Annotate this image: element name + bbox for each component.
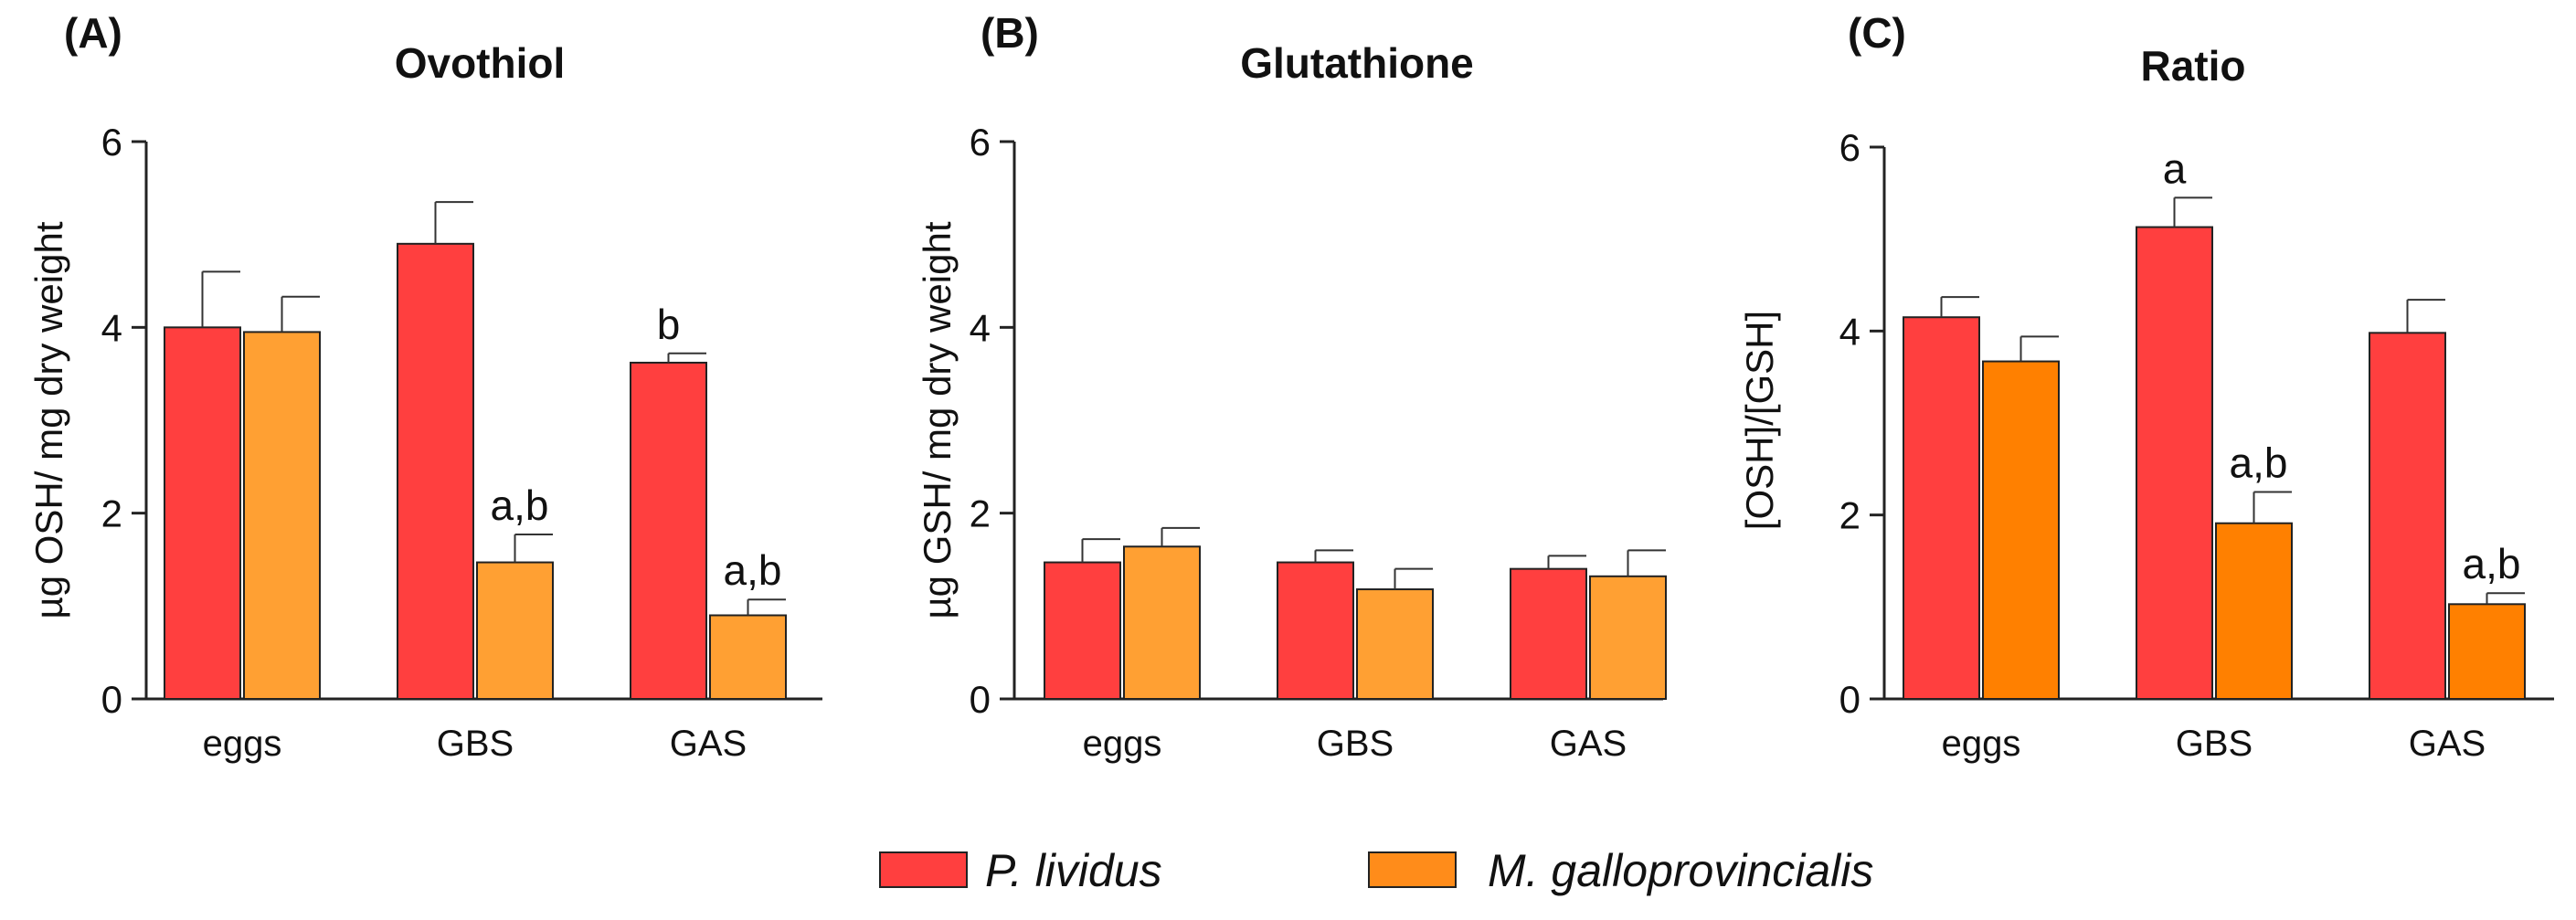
y-tick-label: 4: [970, 306, 991, 349]
y-tick-label: 6: [970, 121, 991, 164]
y-tick-label: 4: [1839, 310, 1860, 353]
x-tick-label: GAS: [1550, 724, 1627, 764]
bar-gbs-p-lividus: [397, 242, 474, 700]
bar-eggs-p-lividus: [1044, 561, 1121, 700]
x-tick-label: GBS: [437, 724, 514, 764]
y-tick-label: 0: [970, 678, 991, 721]
y-axis-label: [OSH]/[GSH]: [1738, 311, 1781, 530]
y-tick-label: 6: [1839, 126, 1860, 169]
y-tick-label: 2: [1839, 494, 1860, 537]
bar-eggs-m-galloprovincialis: [1123, 545, 1201, 700]
bar-eggs-m-galloprovincialis: [1982, 360, 2060, 700]
chart-panel-1: (A) Ovothiol 0 2 4 6 µg OSH/ mg dry weight eggs…: [27, 9, 822, 764]
bar-eggs-p-lividus: [164, 326, 241, 700]
bar-gbs-p-lividus: [1277, 561, 1354, 700]
bar-gas-p-lividus: [1510, 567, 1587, 701]
y-tick-label: 0: [101, 678, 122, 721]
y-tick-label: 2: [970, 492, 991, 535]
x-tick-label: GBS: [1317, 724, 1394, 764]
legend-label: P. lividus: [985, 845, 1162, 896]
panel-title: Ratio: [2141, 42, 2246, 90]
significance-label: a: [2163, 144, 2187, 192]
legend-label: M. galloprovincialis: [1488, 845, 1873, 896]
bar-gbs-m-galloprovincialis: [2215, 522, 2293, 701]
legend-swatch: [879, 851, 968, 888]
x-tick-label: eggs: [1083, 724, 1162, 764]
panel-title: Glutathione: [1240, 39, 1474, 87]
significance-label: a,b: [2230, 439, 2288, 487]
significance-label: b: [657, 301, 681, 348]
y-tick-label: 2: [101, 492, 122, 535]
y-axis-label: µg OSH/ mg dry weight: [27, 221, 70, 619]
chart-panel-3: (C) Ratio 0 2 4 6 [OSH]/[GSH] eggs a a,b GBS a,b GAS: [1738, 9, 2554, 764]
bar-gas-m-galloprovincialis: [2448, 603, 2526, 701]
x-tick-label: GAS: [2409, 724, 2486, 764]
panel-label: (C): [1848, 9, 1906, 57]
legend: P. lividus M. galloprovincialis: [879, 845, 1873, 896]
bar-gbs-p-lividus: [2136, 226, 2213, 700]
y-tick-label: 4: [101, 306, 122, 349]
significance-label: a,b: [724, 546, 782, 594]
significance-label: a,b: [2463, 540, 2521, 587]
significance-label: a,b: [491, 481, 549, 529]
panel-label: (B): [981, 9, 1039, 57]
x-tick-label: eggs: [1942, 724, 2021, 764]
bar-eggs-p-lividus: [1903, 316, 1980, 700]
bar-gas-m-galloprovincialis: [1589, 575, 1667, 700]
panel-title: Ovothiol: [395, 39, 566, 87]
y-tick-label: 6: [101, 121, 122, 164]
x-tick-label: GBS: [2176, 724, 2253, 764]
bar-gas-p-lividus: [630, 361, 707, 700]
x-tick-label: eggs: [203, 724, 282, 764]
chart-panel-2: (B) Glutathione 0 2 4 6 µg GSH/ mg dry weight e…: [916, 9, 1667, 764]
bar-gas-p-lividus: [2369, 332, 2446, 700]
x-tick-label: GAS: [670, 724, 747, 764]
bar-eggs-m-galloprovincialis: [243, 331, 321, 700]
y-axis-label: µg GSH/ mg dry weight: [916, 221, 959, 619]
panel-label: (A): [64, 9, 122, 57]
y-tick-label: 0: [1839, 678, 1860, 721]
bar-gbs-m-galloprovincialis: [476, 561, 554, 700]
legend-swatch: [1368, 851, 1457, 888]
bar-gas-m-galloprovincialis: [709, 614, 787, 700]
bar-gbs-m-galloprovincialis: [1356, 588, 1434, 700]
